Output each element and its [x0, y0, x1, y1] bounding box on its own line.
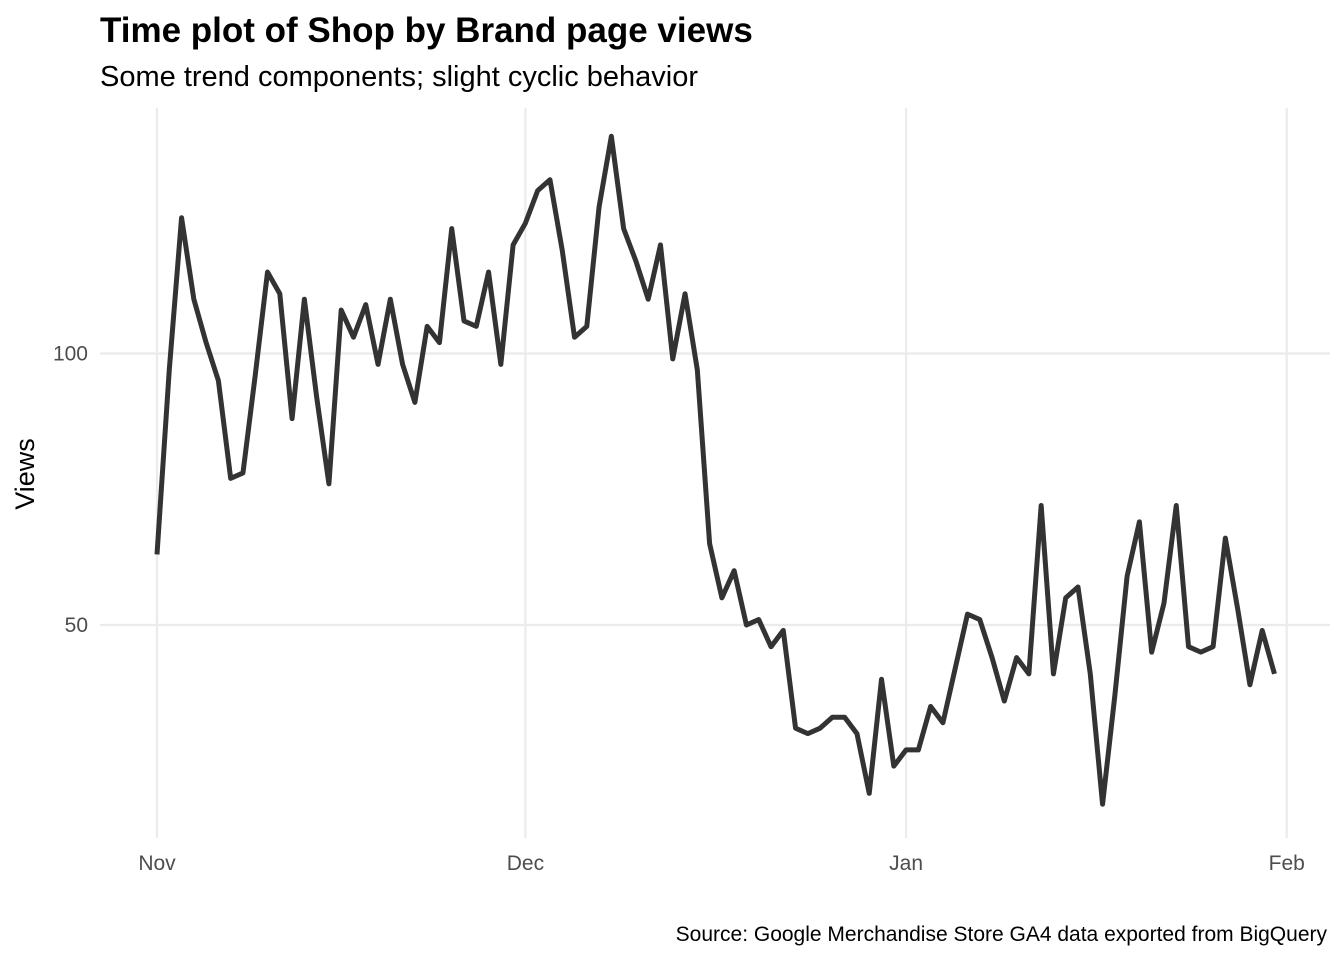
- x-tick-label: Jan: [889, 852, 923, 875]
- x-tick-label: Feb: [1269, 852, 1305, 875]
- chart-subtitle: Some trend components; slight cyclic beh…: [100, 61, 698, 93]
- y-tick-label: 50: [65, 614, 88, 637]
- y-tick-label: 100: [53, 343, 88, 366]
- series-line: [154, 133, 1277, 807]
- y-axis-label: Views: [10, 438, 40, 510]
- chart-title: Time plot of Shop by Brand page views: [100, 11, 753, 50]
- x-axis-ticks: Nov Dec Jan Feb: [138, 852, 1305, 875]
- chart-caption: Source: Google Merchandise Store GA4 dat…: [676, 923, 1328, 946]
- y-axis-ticks: 50 100: [53, 343, 88, 638]
- x-tick-label: Dec: [507, 852, 544, 875]
- grid: [100, 108, 1330, 838]
- x-tick-label: Nov: [138, 852, 176, 875]
